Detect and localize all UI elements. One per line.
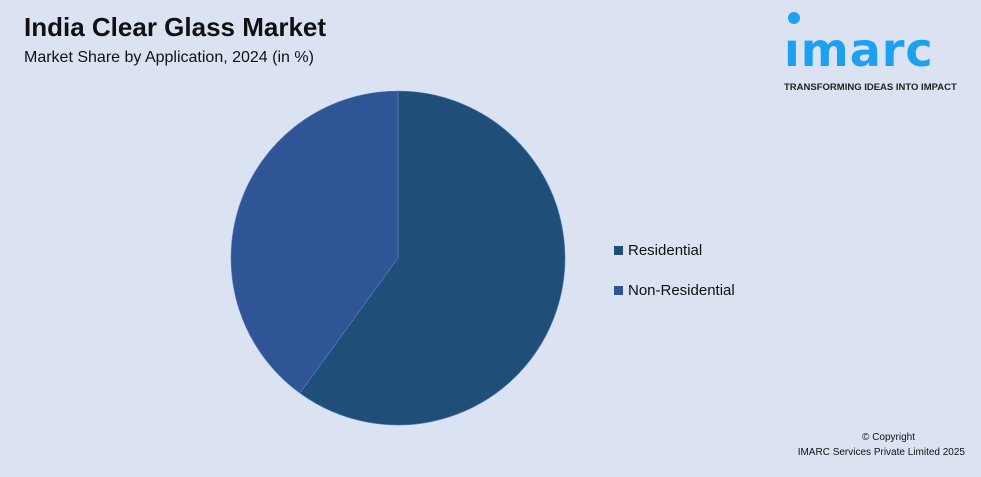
legend-label: Non-Residential xyxy=(628,281,735,299)
copyright-line: © Copyright xyxy=(862,432,915,443)
legend-item-non-residential: Non-Residential xyxy=(614,280,735,300)
pie-slice-residential xyxy=(299,90,566,426)
pie-slice-non-residential xyxy=(230,90,399,394)
imarc-logo: ımarc TRANSFORMING IDEAS INTO IMPACT xyxy=(784,10,974,96)
logo-dot xyxy=(788,12,800,24)
logo-tagline: TRANSFORMING IDEAS INTO IMPACT xyxy=(784,82,957,93)
legend-item-residential: Residential xyxy=(614,240,735,260)
legend-swatch xyxy=(614,245,623,255)
legend-label: Residential xyxy=(628,241,703,259)
legend-swatch xyxy=(614,285,623,295)
chart-title: India Clear Glass Market xyxy=(24,12,327,42)
copyright: © Copyright IMARC Services Private Limit… xyxy=(798,430,965,460)
logo-wordmark: ımarc xyxy=(784,23,934,77)
chart-subtitle: Market Share by Application, 2024 (in %) xyxy=(24,49,314,66)
copyright-company: IMARC Services Private Limited 2025 xyxy=(797,447,965,458)
legend: Residential Non-Residential xyxy=(614,240,735,320)
